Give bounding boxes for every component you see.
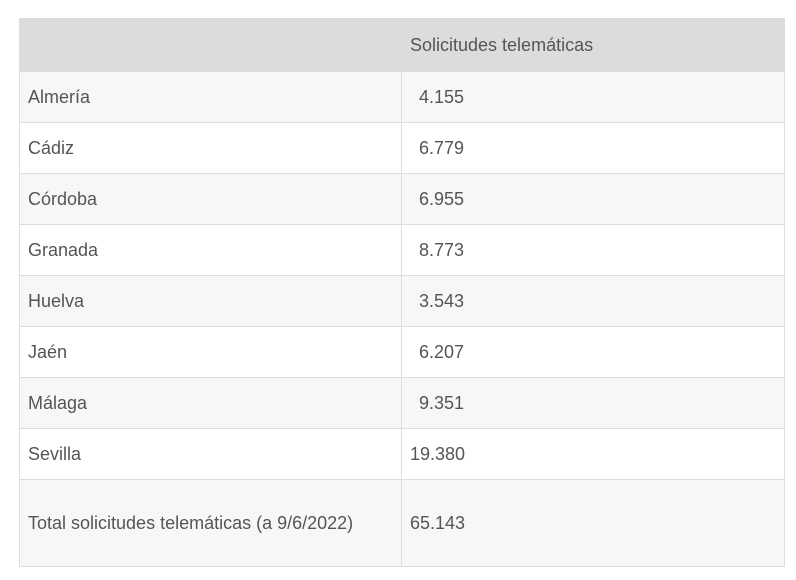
value-cell: 19.380 — [401, 428, 785, 480]
header-cell-province — [19, 18, 402, 72]
table-row: Córdoba 6.955 — [19, 173, 785, 225]
province-cell: Huelva — [19, 275, 402, 327]
table-row: Jaén 6.207 — [19, 326, 785, 378]
value-cell: 6.779 — [401, 122, 785, 174]
value-cell: 4.155 — [401, 71, 785, 123]
table-row-total: Total solicitudes telemáticas (a 9/6/202… — [19, 479, 785, 567]
value-cell: 3.543 — [401, 275, 785, 327]
table-row: Sevilla 19.380 — [19, 428, 785, 480]
province-cell: Sevilla — [19, 428, 402, 480]
province-cell: Granada — [19, 224, 402, 276]
value-cell: 8.773 — [401, 224, 785, 276]
table-row: Almería 4.155 — [19, 71, 785, 123]
value-cell: 6.207 — [401, 326, 785, 378]
province-cell: Málaga — [19, 377, 402, 429]
table-header-row: Solicitudes telemáticas — [19, 18, 785, 72]
province-cell: Cádiz — [19, 122, 402, 174]
total-value-cell: 65.143 — [401, 479, 785, 567]
applications-table: Solicitudes telemáticas Almería 4.155 Cá… — [19, 18, 785, 567]
data-table-container: Solicitudes telemáticas Almería 4.155 Cá… — [19, 18, 785, 567]
total-label-cell: Total solicitudes telemáticas (a 9/6/202… — [19, 479, 402, 567]
table-row: Málaga 9.351 — [19, 377, 785, 429]
value-cell: 6.955 — [401, 173, 785, 225]
value-cell: 9.351 — [401, 377, 785, 429]
table-row: Huelva 3.543 — [19, 275, 785, 327]
province-cell: Jaén — [19, 326, 402, 378]
province-cell: Córdoba — [19, 173, 402, 225]
table-row: Cádiz 6.779 — [19, 122, 785, 174]
header-cell-applications: Solicitudes telemáticas — [401, 18, 785, 72]
table-row: Granada 8.773 — [19, 224, 785, 276]
province-cell: Almería — [19, 71, 402, 123]
